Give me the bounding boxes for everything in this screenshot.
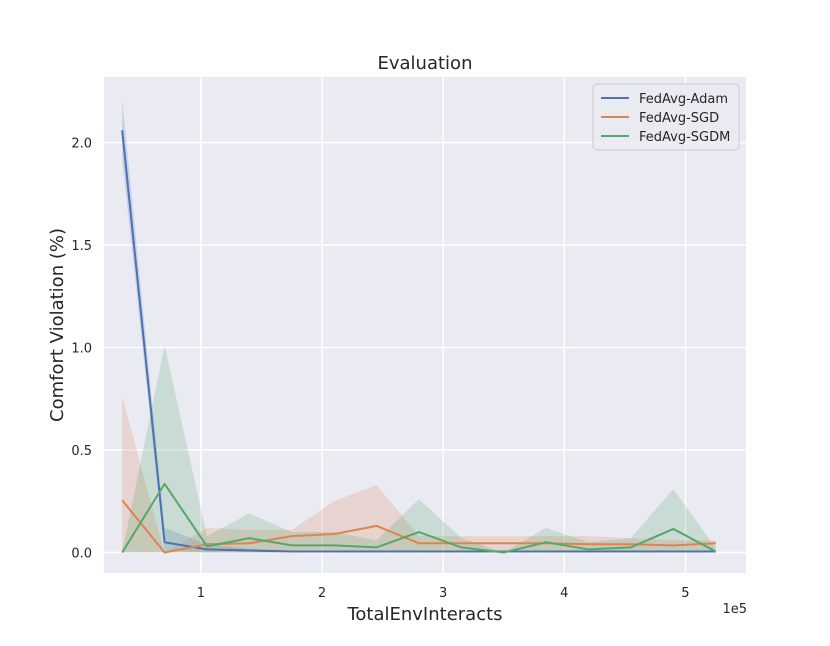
legend-box — [592, 83, 740, 151]
legend-label-fedavg-adam: FedAvg-Adam — [639, 92, 728, 107]
x-tick-label: 1 — [197, 586, 205, 601]
confidence-bands — [122, 99, 716, 553]
x-axis-label: TotalEnvInteracts — [346, 604, 502, 625]
x-axis-offset-label: 1e5 — [722, 602, 747, 617]
y-axis-label: Comfort Violation (%) — [47, 228, 68, 422]
x-tick-label: 5 — [681, 586, 689, 601]
y-tick-label: 1.5 — [71, 239, 92, 254]
y-tick-label: 1.0 — [71, 342, 92, 357]
fedavg-sgdm-line — [121, 482, 717, 554]
x-tick-label: 3 — [439, 586, 447, 601]
y-tick-label: 2.0 — [71, 137, 92, 152]
fedavg-sgdm-band — [122, 345, 716, 553]
legend-label-fedavg-sgd: FedAvg-SGD — [639, 111, 719, 126]
y-tick-label: 0.0 — [71, 547, 92, 562]
plot-area — [104, 77, 746, 573]
series-lines — [121, 130, 717, 554]
legend-label-fedavg-sgdm: FedAvg-SGDM — [639, 130, 730, 145]
x-tick-label: 2 — [318, 586, 326, 601]
x-axis-ticks: 1 2 3 4 5 — [197, 586, 690, 601]
x-tick-label: 4 — [560, 586, 568, 601]
y-tick-label: 0.5 — [71, 444, 92, 459]
chart-title: Evaluation — [378, 53, 473, 74]
legend: FedAvg-Adam FedAvg-SGD FedAvg-SGDM — [592, 83, 740, 151]
fedavg-adam-line — [121, 130, 716, 553]
y-axis-ticks: 0.0 0.5 1.0 1.5 2.0 — [71, 137, 92, 562]
